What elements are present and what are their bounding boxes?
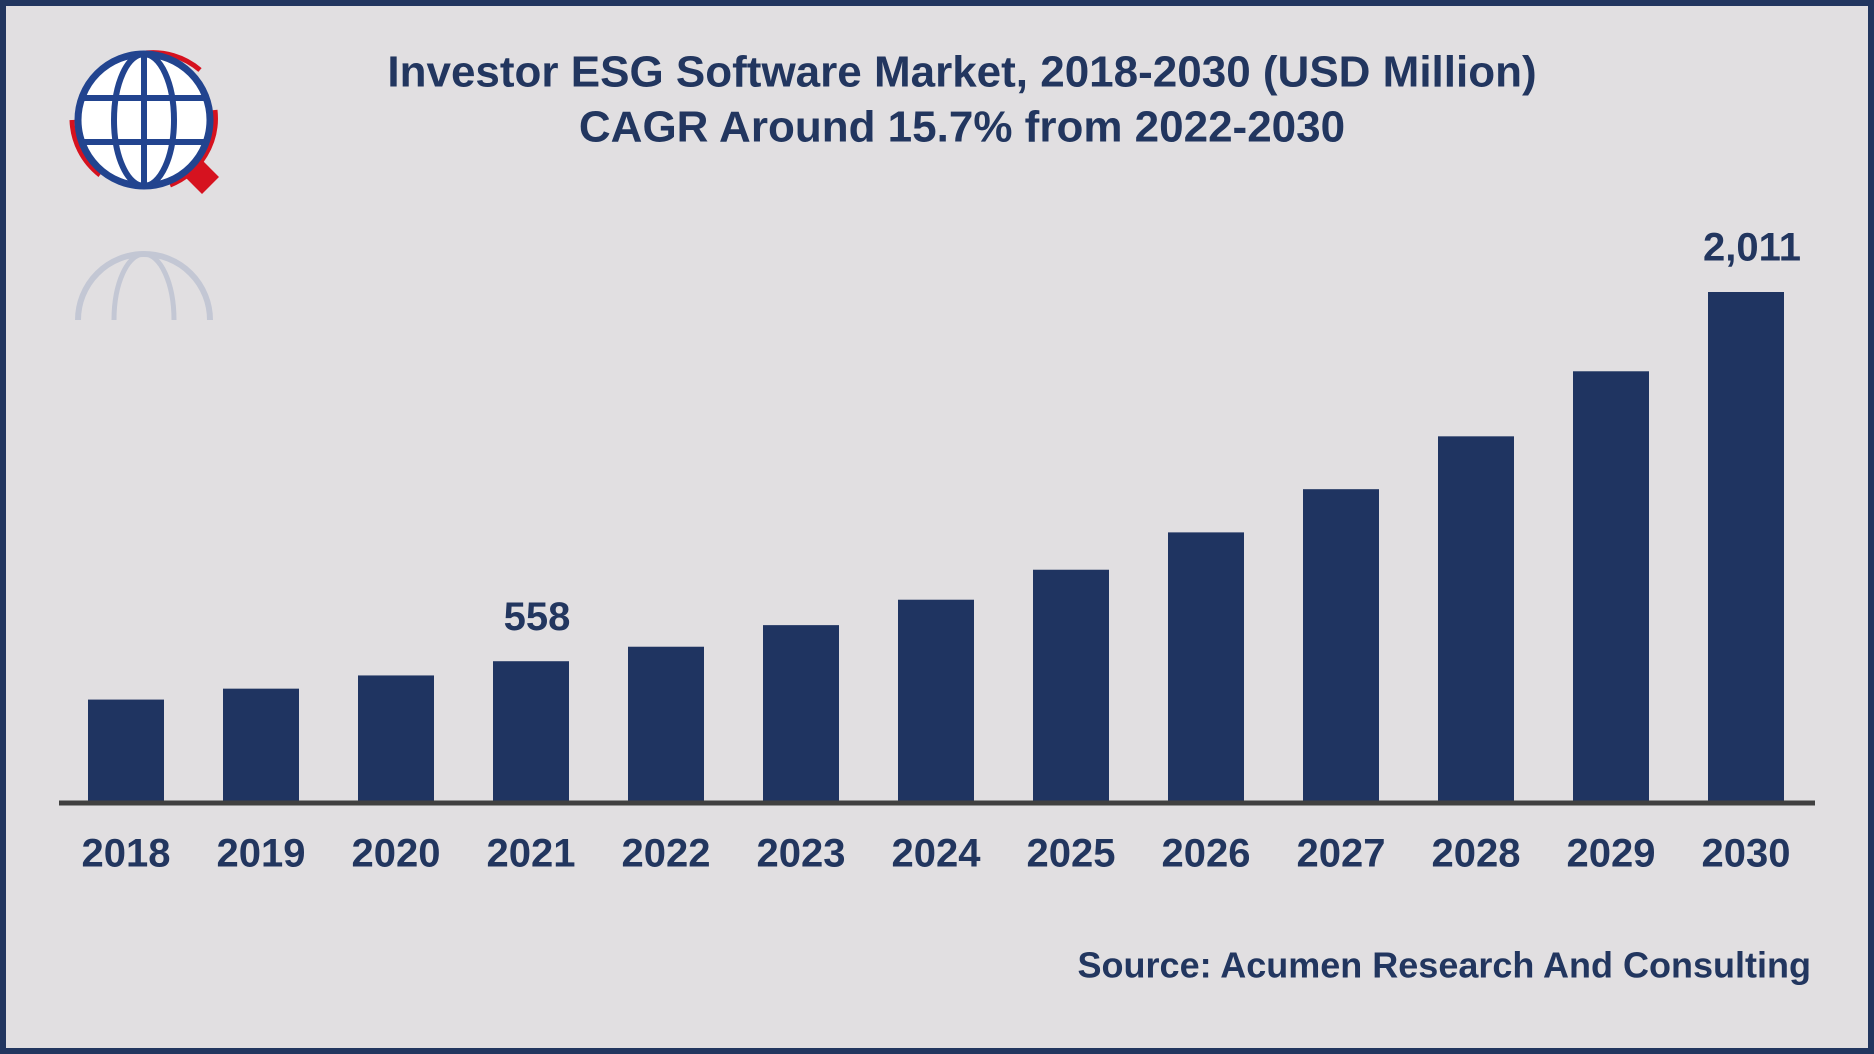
value-label: 2,011 [1703, 226, 1801, 270]
x-tick-label: 2029 [1567, 832, 1656, 876]
bar [493, 661, 569, 803]
x-tick-label: 2025 [1027, 832, 1116, 876]
logo [60, 50, 230, 400]
bar [1708, 292, 1784, 803]
bar [763, 625, 839, 803]
bar [1168, 532, 1244, 803]
bar [358, 675, 434, 803]
chart-subtitle: CAGR Around 15.7% from 2022-2030 [579, 103, 1345, 152]
chart-title: Investor ESG Software Market, 2018-2030 … [387, 48, 1536, 97]
value-label: 558 [504, 595, 571, 639]
source-note: Source: Acumen Research And Consulting [1078, 945, 1811, 986]
bar [898, 599, 974, 803]
x-tick-label: 2022 [622, 832, 711, 876]
bar [1303, 489, 1379, 803]
bar [88, 699, 164, 803]
x-tick-label: 2024 [892, 832, 982, 876]
x-tick-label: 2030 [1702, 832, 1791, 876]
x-tick-label: 2019 [217, 832, 306, 876]
bar [1033, 569, 1109, 803]
x-tick-label: 2021 [487, 832, 576, 876]
x-tick-label: 2027 [1297, 832, 1386, 876]
bar [1438, 436, 1514, 803]
x-tick-label: 2028 [1432, 832, 1521, 876]
x-tick-label: 2023 [757, 832, 846, 876]
bar [1573, 371, 1649, 803]
bar [628, 646, 704, 803]
bar [223, 688, 299, 803]
x-tick-label: 2020 [352, 832, 441, 876]
x-tick-label: 2018 [82, 832, 171, 876]
x-tick-label: 2026 [1162, 832, 1251, 876]
